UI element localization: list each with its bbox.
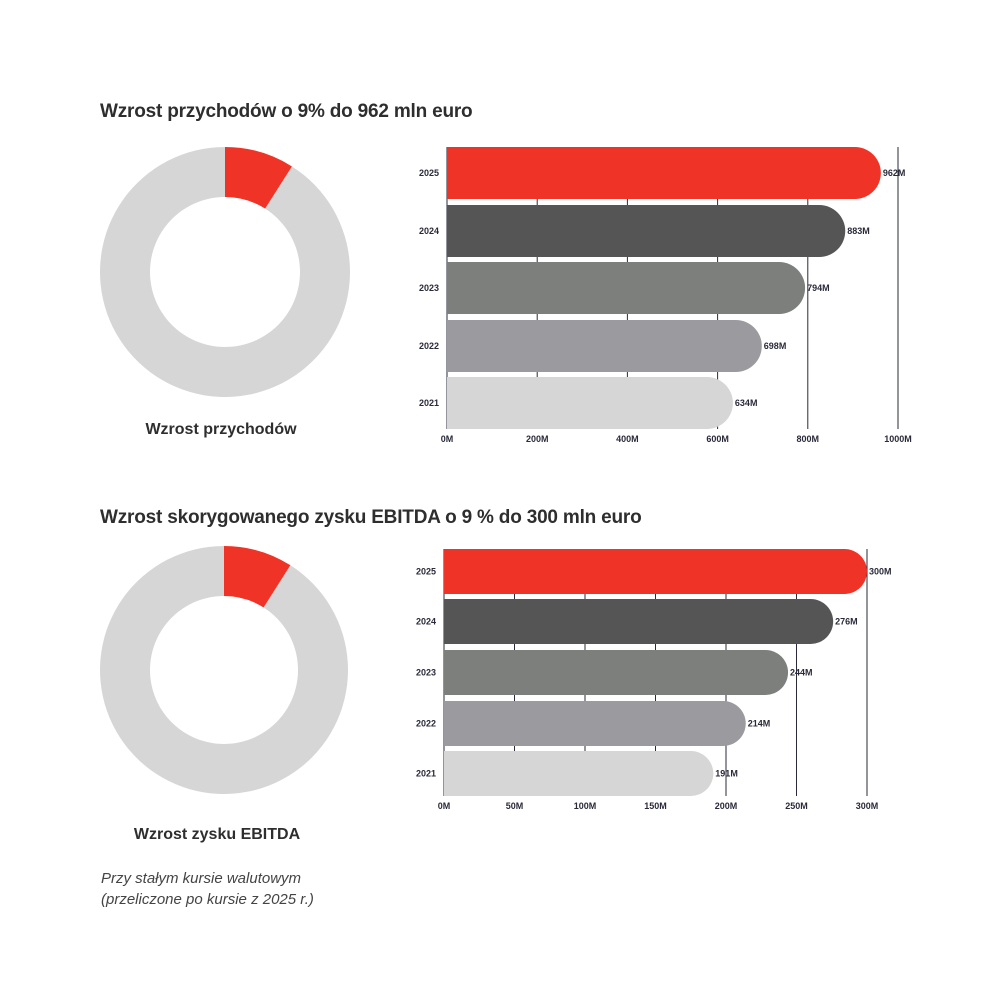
- year-label: 2022: [419, 341, 439, 351]
- donut-highlight-slice: [224, 546, 291, 608]
- year-label: 2021: [416, 769, 436, 779]
- year-label: 2025: [416, 567, 436, 577]
- ebitda-bar-chart: 2025 300M 2024 276M 2023 244M 2022 214M 2021 191M…: [416, 549, 892, 811]
- donut-remaining-slice: [100, 546, 349, 794]
- x-tick-label: 250M: [785, 801, 808, 811]
- bar-2022: [447, 320, 762, 372]
- x-tick-label: 300M: [856, 801, 879, 811]
- x-tick-label: 400M: [616, 434, 639, 444]
- donut-remaining-slice: [100, 147, 351, 397]
- year-label: 2024: [416, 617, 436, 627]
- year-label: 2025: [419, 168, 439, 178]
- year-label: 2023: [416, 668, 436, 678]
- year-label: 2024: [419, 226, 439, 236]
- ebitda-donut-chart: [100, 546, 349, 794]
- x-tick-label: 1000M: [884, 434, 912, 444]
- revenue-bar-chart: 2025 962M 2024 883M 2023 794M 2022 698M 2021 634M…: [419, 147, 912, 444]
- value-label: 634M: [735, 398, 758, 408]
- revenue-chart-title: Wzrost przychodów o 9% do 962 mln euro: [100, 101, 473, 122]
- year-label: 2021: [419, 398, 439, 408]
- bar-2021: [447, 377, 733, 429]
- bar-2023: [447, 262, 806, 314]
- x-tick-label: 150M: [644, 801, 667, 811]
- x-tick-label: 800M: [797, 434, 820, 444]
- x-tick-label: 50M: [506, 801, 524, 811]
- year-label: 2023: [419, 283, 439, 293]
- bar-2021: [444, 751, 714, 796]
- ebitda-chart-title: Wzrost skorygowanego zysku EBITDA o 9 % …: [100, 507, 642, 528]
- value-label: 191M: [715, 769, 738, 779]
- value-label: 883M: [847, 226, 870, 236]
- currency-note-line2: (przeliczone po kursie z 2025 r.): [101, 891, 314, 908]
- x-tick-label: 600M: [706, 434, 729, 444]
- bar-2024: [447, 205, 846, 257]
- value-label: 214M: [748, 719, 771, 729]
- bar-2025: [447, 147, 881, 199]
- bar-2022: [444, 701, 746, 746]
- revenue-donut-chart: [100, 147, 351, 397]
- bar-2024: [444, 599, 834, 644]
- value-label: 244M: [790, 668, 813, 678]
- currency-note-line1: Przy stałym kursie walutowym: [101, 870, 302, 887]
- donut-highlight-slice: [225, 147, 292, 209]
- x-tick-label: 0M: [438, 801, 451, 811]
- x-tick-label: 0M: [441, 434, 454, 444]
- x-tick-label: 200M: [715, 801, 738, 811]
- year-label: 2022: [416, 719, 436, 729]
- currency-note: Przy stałym kursie walutowym (przeliczon…: [101, 868, 314, 910]
- revenue-donut-label: Wzrost przychodów: [145, 421, 297, 438]
- x-tick-label: 100M: [574, 801, 597, 811]
- value-label: 300M: [869, 567, 892, 577]
- value-label: 794M: [807, 283, 830, 293]
- value-label: 276M: [835, 617, 858, 627]
- bar-2023: [444, 650, 789, 695]
- x-tick-label: 200M: [526, 434, 549, 444]
- bar-2025: [444, 549, 867, 594]
- value-label: 962M: [883, 168, 906, 178]
- ebitda-donut-label: Wzrost zysku EBITDA: [133, 826, 301, 843]
- value-label: 698M: [764, 341, 787, 351]
